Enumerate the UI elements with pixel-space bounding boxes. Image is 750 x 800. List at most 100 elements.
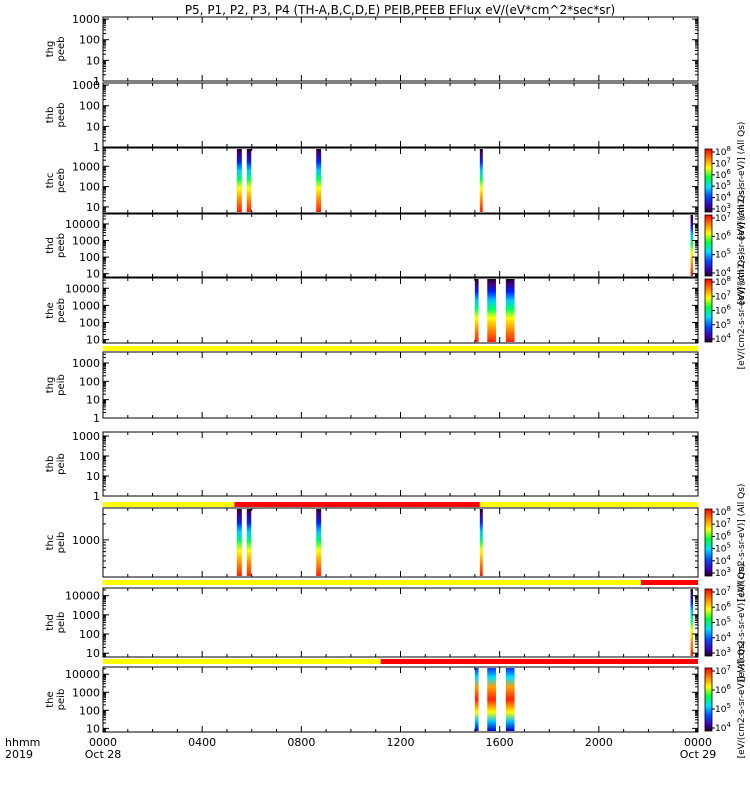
y-tick-label: 1000 bbox=[72, 235, 100, 248]
x-tick-label: 2000 bbox=[585, 736, 613, 749]
colorbar bbox=[704, 278, 713, 343]
spectrogram-burst bbox=[690, 589, 694, 656]
colorbar bbox=[704, 508, 713, 577]
flag-bar-segment bbox=[103, 659, 381, 664]
colorbar-tick-label: 107 bbox=[715, 156, 731, 169]
panel-frame bbox=[102, 16, 699, 82]
panel-frame bbox=[102, 277, 699, 344]
y-tick-label: 100 bbox=[79, 181, 100, 194]
panel-probe-label: thb bbox=[45, 456, 56, 473]
colorbar-tick-label: 107 bbox=[715, 585, 731, 598]
panel-product-label: peib bbox=[56, 532, 67, 554]
panel-product-label: peib bbox=[56, 612, 67, 634]
colorbar-label: [eV/(cm2-s-sr-eV)] (All Qs) bbox=[737, 564, 747, 682]
colorbar bbox=[704, 667, 713, 732]
colorbar-tick-label: 107 bbox=[715, 517, 731, 530]
x-tick-label: 0000 bbox=[89, 736, 117, 749]
colorbar-tick-label: 105 bbox=[715, 248, 731, 261]
panel-product-label: peib bbox=[56, 689, 67, 711]
x-tick-label: 0800 bbox=[287, 736, 315, 749]
colorbar-tick-label: 104 bbox=[715, 332, 731, 345]
y-tick-label: 10000 bbox=[65, 668, 100, 681]
panel-thd-peib: 10 100 1000 10000 thd peib 103 104 105 106 107 [eV/… bbox=[45, 564, 747, 682]
x-tick-date: Oct 28 bbox=[85, 748, 122, 761]
y-tick-label: 1000 bbox=[72, 79, 100, 92]
colorbar-tick-label: 103 bbox=[715, 646, 731, 659]
colorbar-tick-label: 106 bbox=[715, 168, 731, 181]
panel-frame bbox=[102, 351, 699, 419]
colorbar-tick-label: 105 bbox=[715, 318, 731, 331]
y-tick-label: 1000 bbox=[72, 160, 100, 173]
panel-frame bbox=[102, 587, 699, 658]
spectrogram-burst bbox=[474, 279, 479, 342]
panel-probe-label: thc bbox=[45, 535, 56, 551]
spectrogram-burst bbox=[316, 509, 322, 576]
spectrogram-burst bbox=[236, 509, 242, 576]
panel-probe-label: thb bbox=[45, 107, 56, 124]
spectrogram-burst bbox=[479, 509, 483, 576]
x-tick-date: Oct 29 bbox=[680, 748, 717, 761]
y-tick-label: 1 bbox=[93, 141, 100, 154]
panel-product-label: peeb bbox=[56, 298, 67, 323]
panel-probe-label: the bbox=[45, 691, 56, 707]
panel-probe-label: the bbox=[45, 302, 56, 318]
colorbar-tick-label: 107 bbox=[715, 211, 731, 224]
panel-product-label: peeb bbox=[56, 168, 67, 193]
y-tick-label: 1 bbox=[93, 75, 100, 88]
colorbar-tick-label: 104 bbox=[715, 266, 731, 279]
flag-bar-segment bbox=[234, 502, 480, 507]
y-tick-label: 1000 bbox=[72, 534, 100, 547]
y-tick-label: 10 bbox=[86, 54, 100, 67]
spectrogram-burst bbox=[690, 215, 694, 276]
y-tick-label: 10 bbox=[86, 120, 100, 133]
colorbar-tick-label: 107 bbox=[715, 664, 731, 677]
panel-probe-label: thg bbox=[45, 377, 56, 394]
panel-the-peib: 10 100 1000 10000 the peib 104 105 106 107 [eV/(cm… bbox=[45, 641, 747, 759]
panel-probe-label: thc bbox=[45, 173, 56, 189]
colorbar-tick-label: 108 bbox=[715, 505, 731, 518]
panel-probe-label: thg bbox=[45, 41, 56, 58]
colorbar-tick-label: 108 bbox=[715, 145, 731, 158]
y-tick-label: 1000 bbox=[72, 13, 100, 26]
spectrogram-burst bbox=[479, 149, 483, 212]
spectrogram-burst bbox=[505, 668, 515, 731]
flag-bar-segment bbox=[103, 580, 641, 585]
panel-thg-peeb: 1 10 100 1000 thg peeb bbox=[45, 13, 699, 88]
y-tick-label: 10000 bbox=[65, 218, 100, 231]
y-tick-label: 100 bbox=[79, 251, 100, 264]
colorbar-label: [eV/(cm2-s-sr-eV)] (All Qs) bbox=[737, 252, 747, 370]
spectrogram-burst bbox=[487, 279, 496, 342]
colorbar-tick-label: 103 bbox=[715, 566, 731, 579]
spectrogram-burst bbox=[246, 509, 252, 576]
spectrogram-burst bbox=[316, 149, 322, 212]
y-tick-label: 10000 bbox=[65, 590, 100, 603]
y-tick-label: 10 bbox=[86, 470, 100, 483]
x-axis-corner-year: 2019 bbox=[5, 748, 33, 761]
colorbar bbox=[704, 588, 713, 657]
x-tick-label: 0400 bbox=[188, 736, 216, 749]
colorbar-tick-label: 105 bbox=[715, 179, 731, 192]
colorbar-label: [eV/(cm2-s-sr-eV)] (All Qs) bbox=[737, 484, 747, 602]
y-tick-label: 10 bbox=[86, 722, 100, 735]
chart-title: P5, P1, P2, P3, P4 (TH-A,B,C,D,E) PEIB,P… bbox=[185, 3, 615, 17]
panel-thb-peib: 1 10 100 1000 thb peib bbox=[45, 430, 699, 503]
colorbar-label: [eV/(cm2-s-sr-eV)] (All Qs) bbox=[737, 187, 747, 305]
panel-product-label: peeb bbox=[56, 233, 67, 258]
colorbar-tick-label: 107 bbox=[715, 289, 731, 302]
panel-probe-label: thd bbox=[45, 237, 56, 254]
spectrogram-burst bbox=[474, 668, 479, 731]
y-tick-label: 10 bbox=[86, 394, 100, 407]
panel-product-label: peib bbox=[56, 374, 67, 396]
panel-probe-label: thd bbox=[45, 614, 56, 631]
y-tick-label: 100 bbox=[79, 628, 100, 641]
panel-frame bbox=[102, 147, 699, 214]
colorbar-tick-label: 106 bbox=[715, 304, 731, 317]
panel-product-label: peeb bbox=[56, 103, 67, 128]
colorbar-label: [eV/(cm2-s-sr-eV)] (All Qs) bbox=[737, 641, 747, 759]
colorbar bbox=[704, 214, 713, 277]
x-tick-label: 1200 bbox=[387, 736, 415, 749]
